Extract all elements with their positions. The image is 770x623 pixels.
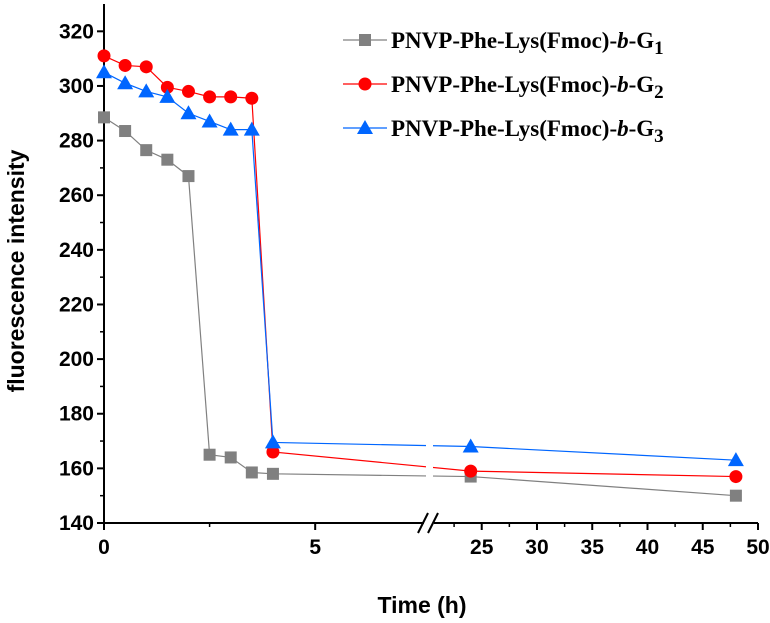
data-point-series-3 [96, 64, 112, 79]
series-markers [96, 49, 744, 502]
data-point-series-2 [97, 49, 111, 63]
data-point-series-1 [224, 451, 237, 464]
data-point-series-3 [180, 105, 197, 120]
data-point-series-2 [160, 80, 174, 94]
data-point-series-3 [159, 88, 176, 103]
y-tick-label: 140 [59, 512, 94, 535]
y-tick-label: 160 [59, 457, 94, 480]
data-point-series-3 [727, 452, 744, 467]
data-point-series-2 [266, 445, 280, 459]
y-tick-label: 300 [59, 75, 94, 98]
data-point-series-2 [203, 90, 217, 104]
axis-break-mark-1 [417, 512, 429, 534]
data-point-series-2 [729, 470, 743, 484]
y-tick-label: 180 [59, 403, 94, 426]
data-point-series-2 [245, 91, 259, 105]
data-point-series-1 [266, 467, 279, 480]
legend-marker-3 [357, 120, 373, 134]
data-point-series-1 [161, 153, 174, 166]
legend-label-2: PNVP-Phe-Lys(Fmoc)-b-G2 [391, 72, 664, 103]
legend-label-1: PNVP-Phe-Lys(Fmoc)-b-G1 [391, 28, 664, 59]
data-point-series-3 [264, 434, 281, 449]
y-tick-label: 260 [59, 184, 94, 207]
y-tick-label: 240 [59, 239, 94, 262]
data-point-series-1 [182, 170, 195, 183]
data-point-series-1 [98, 111, 110, 124]
data-point-series-2 [181, 84, 195, 98]
data-point-series-1 [119, 125, 132, 138]
y-axis-title: fluorescence intensity [3, 149, 29, 392]
line-break-gap [426, 440, 433, 485]
tick-labels: 140 160 180 200 220 240 260 280 300 320 0 5 25 30 35 40… [59, 20, 770, 559]
data-point-series-2 [224, 90, 238, 104]
y-tick-label: 200 [59, 348, 94, 371]
series-line-1 [103, 116, 736, 497]
x-tick-label: 0 [98, 536, 110, 559]
data-point-series-3 [201, 113, 218, 128]
x-axis-title: Time (h) [377, 592, 466, 618]
data-point-series-3 [243, 121, 260, 136]
x-tick-label: 45 [691, 536, 715, 559]
data-point-series-2 [464, 464, 478, 478]
data-point-series-1 [140, 144, 153, 157]
data-point-series-3 [462, 438, 479, 453]
data-point-series-1 [203, 448, 216, 461]
x-tick-label: 40 [636, 536, 659, 559]
legend-label-3: PNVP-Phe-Lys(Fmoc)-b-G3 [391, 116, 664, 147]
x-tick-label: 25 [470, 536, 494, 559]
x-tick-label: 35 [581, 536, 605, 559]
x-tick-label: 5 [309, 536, 321, 559]
data-point-series-2 [139, 60, 153, 74]
data-point-series-3 [222, 121, 239, 136]
legend-marker-2 [358, 77, 372, 91]
data-point-series-3 [138, 83, 155, 98]
legend: PNVP-Phe-Lys(Fmoc)-b-G1 PNVP-Phe-Lys(Fmoc… [343, 28, 664, 147]
x-tick-label: 50 [746, 536, 769, 559]
data-point-series-1 [245, 466, 258, 479]
x-tick-label: 30 [525, 536, 548, 559]
data-point-series-1 [729, 489, 742, 502]
y-tick-label: 320 [59, 20, 94, 43]
legend-marker-1 [359, 34, 371, 46]
axis-break-mark-2 [427, 512, 439, 534]
y-tick-label: 220 [59, 293, 94, 316]
data-point-series-2 [118, 58, 132, 72]
data-point-series-3 [117, 75, 134, 90]
y-tick-label: 280 [59, 130, 94, 153]
